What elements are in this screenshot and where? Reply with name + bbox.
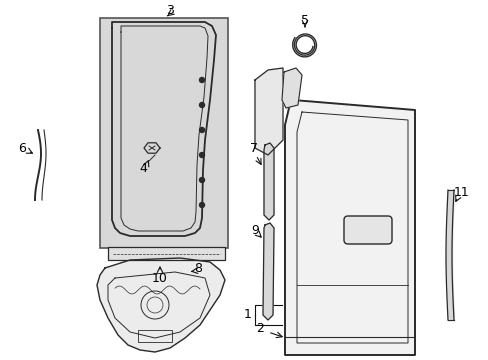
Circle shape: [199, 127, 204, 132]
Text: 9: 9: [250, 224, 259, 237]
Polygon shape: [282, 68, 302, 108]
Text: 6: 6: [18, 141, 26, 154]
Circle shape: [199, 77, 204, 82]
Text: 10: 10: [152, 271, 167, 284]
Polygon shape: [264, 143, 273, 220]
Text: 2: 2: [256, 321, 264, 334]
Text: 4: 4: [139, 162, 146, 175]
Text: 3: 3: [166, 4, 174, 17]
Circle shape: [199, 103, 204, 108]
Polygon shape: [100, 18, 227, 248]
Polygon shape: [254, 68, 283, 155]
Circle shape: [199, 202, 204, 207]
Text: 8: 8: [194, 261, 202, 274]
Polygon shape: [108, 247, 224, 260]
FancyBboxPatch shape: [343, 216, 391, 244]
Circle shape: [199, 153, 204, 158]
Text: 11: 11: [453, 185, 469, 198]
Polygon shape: [263, 223, 273, 320]
Text: 7: 7: [249, 141, 258, 154]
Text: 5: 5: [301, 14, 308, 27]
Circle shape: [199, 177, 204, 183]
Text: 1: 1: [244, 309, 251, 321]
Polygon shape: [285, 100, 414, 355]
Polygon shape: [97, 258, 224, 352]
